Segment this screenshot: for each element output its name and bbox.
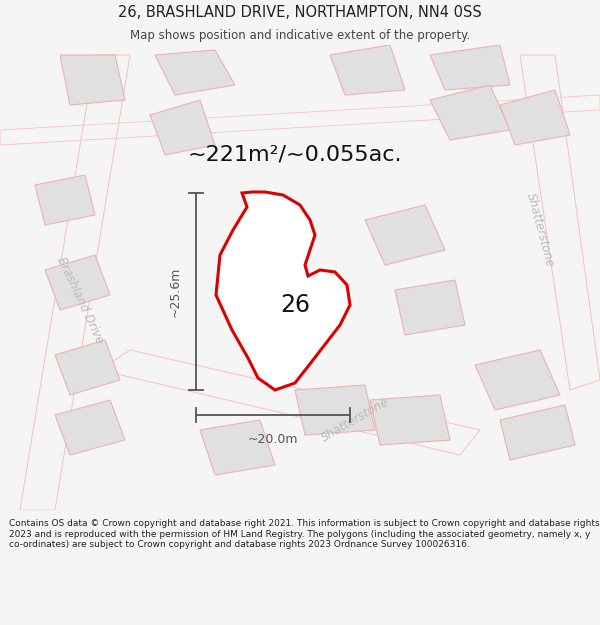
Text: Shatterstone: Shatterstone bbox=[524, 191, 556, 269]
Polygon shape bbox=[216, 192, 350, 390]
Polygon shape bbox=[500, 405, 575, 460]
Text: Brashland Drive: Brashland Drive bbox=[54, 254, 106, 346]
Polygon shape bbox=[60, 55, 125, 105]
Polygon shape bbox=[35, 175, 95, 225]
Polygon shape bbox=[395, 280, 465, 335]
Text: 26, BRASHLAND DRIVE, NORTHAMPTON, NN4 0SS: 26, BRASHLAND DRIVE, NORTHAMPTON, NN4 0S… bbox=[118, 5, 482, 20]
Polygon shape bbox=[150, 100, 215, 155]
Polygon shape bbox=[295, 385, 375, 435]
Polygon shape bbox=[55, 340, 120, 395]
Text: ~221m²/~0.055ac.: ~221m²/~0.055ac. bbox=[188, 145, 402, 165]
Polygon shape bbox=[200, 420, 275, 475]
Polygon shape bbox=[430, 85, 510, 140]
Polygon shape bbox=[365, 205, 445, 265]
Polygon shape bbox=[45, 255, 110, 310]
Text: ~25.6m: ~25.6m bbox=[169, 266, 182, 317]
Polygon shape bbox=[55, 400, 125, 455]
Text: Contains OS data © Crown copyright and database right 2021. This information is : Contains OS data © Crown copyright and d… bbox=[9, 519, 599, 549]
Polygon shape bbox=[330, 45, 405, 95]
Polygon shape bbox=[155, 50, 235, 95]
Text: 26: 26 bbox=[280, 293, 310, 317]
Polygon shape bbox=[370, 395, 450, 445]
Text: ~20.0m: ~20.0m bbox=[248, 433, 298, 446]
Text: Shatterstone: Shatterstone bbox=[319, 395, 391, 445]
Polygon shape bbox=[500, 90, 570, 145]
Polygon shape bbox=[430, 45, 510, 90]
Text: Map shows position and indicative extent of the property.: Map shows position and indicative extent… bbox=[130, 29, 470, 42]
Polygon shape bbox=[475, 350, 560, 410]
